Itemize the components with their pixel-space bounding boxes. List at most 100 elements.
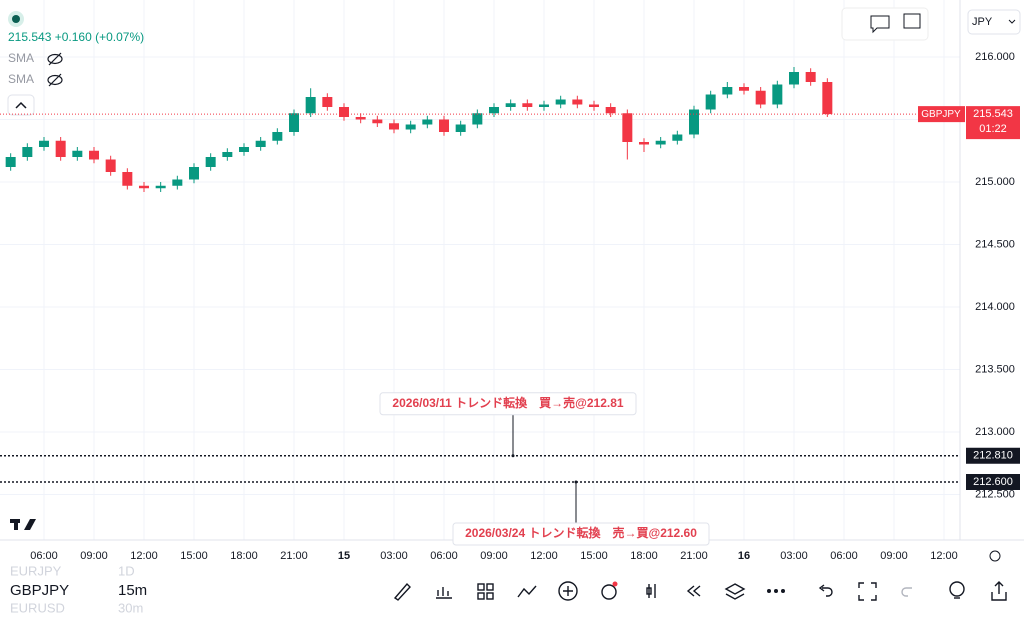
candle-body xyxy=(705,94,716,110)
candle-body xyxy=(555,99,566,105)
candle-body xyxy=(5,157,16,167)
y-tick-label: 214.000 xyxy=(975,301,1015,313)
candle-body xyxy=(739,87,749,91)
candle-body xyxy=(372,119,383,124)
interval-button[interactable]: 15m xyxy=(118,582,147,599)
recent-symbol[interactable]: EURUSD xyxy=(10,600,65,615)
candle-body xyxy=(755,90,766,105)
candle-body xyxy=(589,104,599,107)
status-dot xyxy=(12,15,20,23)
more-dot xyxy=(767,589,771,593)
candle-body xyxy=(55,140,66,157)
toolbar-icons[interactable] xyxy=(393,581,1007,601)
indicator-label[interactable]: SMA xyxy=(8,72,34,86)
candle-body xyxy=(272,132,283,141)
alert-badge xyxy=(612,581,618,587)
price-symbol: GBPJPY xyxy=(921,109,961,120)
candle-body xyxy=(289,113,299,132)
candle-body xyxy=(122,172,133,186)
y-tick-label: 214.500 xyxy=(975,238,1015,250)
level-label: 212.810 xyxy=(973,450,1013,462)
recent-interval[interactable]: 1D xyxy=(118,563,135,578)
x-tick-label: 15:00 xyxy=(580,550,608,562)
candle-body xyxy=(805,72,816,82)
more-dot[interactable] xyxy=(774,589,778,593)
candle-body xyxy=(822,82,833,115)
candle-body xyxy=(205,157,216,167)
price-value: 215.543 xyxy=(973,108,1013,120)
level-label: 212.600 xyxy=(973,476,1013,488)
x-tick-label: 21:00 xyxy=(680,550,708,562)
candle-body xyxy=(655,140,666,145)
candle-body xyxy=(255,140,266,147)
candle-body xyxy=(189,167,199,180)
candle-body xyxy=(522,103,533,107)
candle-body xyxy=(439,119,449,132)
x-tick-label: 18:00 xyxy=(230,550,258,562)
note-text: 2026/03/24 トレンド転換 売→買@212.60 xyxy=(465,525,697,540)
recent-interval[interactable]: 30m xyxy=(118,600,143,615)
x-tick-label: 15 xyxy=(338,550,350,562)
candle-body xyxy=(672,134,683,141)
x-tick-label: 12:00 xyxy=(930,550,958,562)
candle-body xyxy=(489,107,499,114)
y-tick-label: 212.500 xyxy=(975,488,1015,500)
candle-body xyxy=(622,113,633,142)
indicator-label[interactable]: SMA xyxy=(8,51,34,65)
candle-body xyxy=(72,150,83,157)
candle-body xyxy=(172,179,183,186)
candle-body xyxy=(322,97,333,107)
x-tick-label: 09:00 xyxy=(80,550,108,562)
candle-body xyxy=(789,72,799,85)
candle-body xyxy=(639,142,649,145)
comment-button[interactable] xyxy=(870,15,890,34)
candle-body xyxy=(405,124,416,130)
price-tag xyxy=(966,106,1020,140)
level-tag xyxy=(966,447,1020,464)
candle-body xyxy=(472,113,483,125)
countdown: 01:22 xyxy=(979,123,1007,135)
candle-body xyxy=(389,123,399,130)
x-tick-label: 03:00 xyxy=(380,550,408,562)
x-tick-label: 09:00 xyxy=(880,550,908,562)
collapse-button[interactable] xyxy=(7,94,35,116)
candle-body xyxy=(305,97,316,114)
candle-body xyxy=(455,124,466,132)
x-tick-label: 12:00 xyxy=(530,550,558,562)
candle-body xyxy=(222,152,233,157)
plot-layer xyxy=(5,67,833,192)
candle-body xyxy=(39,140,49,147)
drawing-toolbar xyxy=(841,7,929,41)
collapse-icon xyxy=(15,101,27,109)
candle-body xyxy=(605,107,616,114)
x-tick-label: 06:00 xyxy=(830,550,858,562)
candle-body xyxy=(539,104,549,107)
text-button[interactable] xyxy=(903,13,921,29)
currency-caret xyxy=(1008,19,1016,24)
y-tick-label: 213.500 xyxy=(975,363,1015,375)
candle-body xyxy=(239,147,249,152)
x-tick-label: 21:00 xyxy=(280,550,308,562)
note-anchor xyxy=(511,454,515,458)
note-box xyxy=(379,392,637,416)
note-box xyxy=(452,522,710,546)
x-tick-label: 09:00 xyxy=(480,550,508,562)
symbol-button[interactable]: GBPJPY xyxy=(10,582,69,599)
recent-symbol[interactable]: EURJPY xyxy=(10,563,62,578)
x-tick-label: 06:00 xyxy=(30,550,58,562)
settings-button[interactable] xyxy=(989,550,1001,562)
note-text: 2026/03/11 トレンド転換 買→売@212.81 xyxy=(392,395,623,410)
x-tick-label: 18:00 xyxy=(630,550,658,562)
currency-button[interactable] xyxy=(967,9,1021,35)
bottom-toolbar xyxy=(0,568,1024,635)
x-tick-label: 16 xyxy=(738,550,750,562)
candle-body xyxy=(722,87,733,95)
tv-logo xyxy=(10,519,36,530)
visibility-icons[interactable] xyxy=(47,52,63,87)
x-tick-label: 12:00 xyxy=(130,550,158,562)
more-dot xyxy=(781,589,785,593)
candle-body xyxy=(505,103,516,107)
note-anchor xyxy=(574,480,578,484)
currency-label: JPY xyxy=(972,16,993,28)
